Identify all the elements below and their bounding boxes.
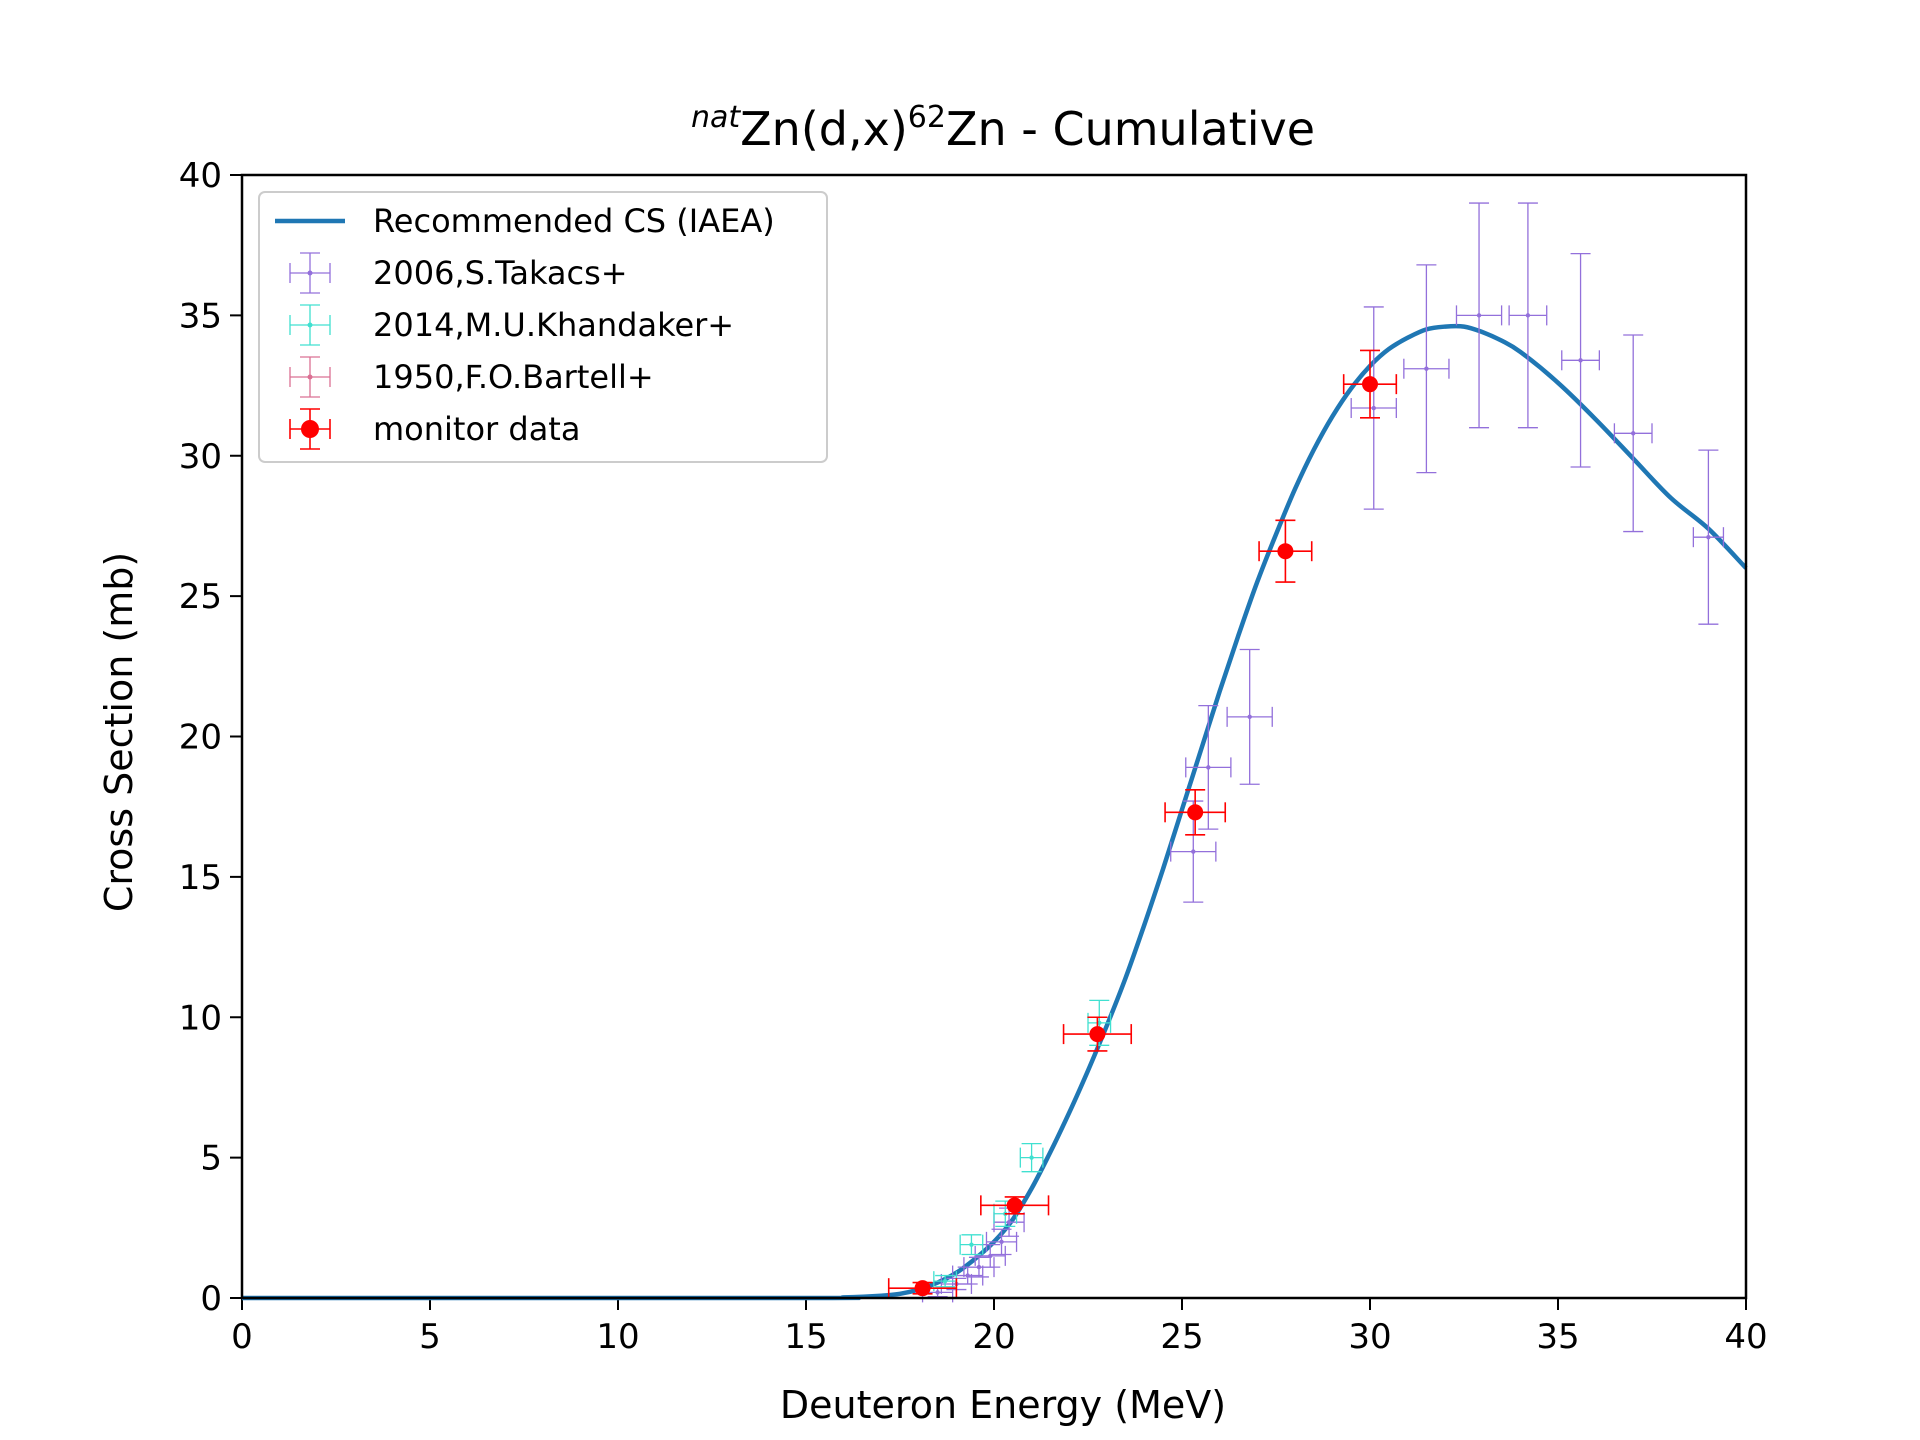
x-axis-label: Deuteron Energy (MeV) <box>780 1383 1226 1427</box>
takacs-point <box>1185 704 1232 830</box>
takacs-point-marker <box>1191 849 1196 854</box>
legend-swatch <box>289 304 331 346</box>
title-sup-mid: 62 <box>908 100 946 135</box>
chart-title: natZn(d,x)62Zn - Cumulative <box>691 100 1315 156</box>
x-tick-label: 10 <box>596 1317 639 1357</box>
monitor-point <box>1164 789 1227 836</box>
takacs-point-marker <box>988 1253 993 1259</box>
monitor-point <box>1062 1016 1133 1052</box>
x-tick-label: 35 <box>1536 1317 1579 1357</box>
takacs-point <box>1403 264 1450 474</box>
monitor-point <box>1258 519 1313 583</box>
khandaker-point <box>959 1234 984 1256</box>
legend-label-khandaker: 2014,M.U.Khandaker+ <box>373 306 734 344</box>
takacs-point-marker <box>1525 313 1531 318</box>
khandaker-point-marker <box>969 1242 974 1247</box>
khandaker-point-marker <box>942 1278 948 1284</box>
legend-label-takacs: 2006,S.Takacs+ <box>373 254 628 292</box>
x-tick-label: 15 <box>784 1317 827 1357</box>
takacs-point-marker <box>1424 366 1429 371</box>
legend-swatch <box>289 356 331 398</box>
takacs-point <box>1613 334 1653 533</box>
takacs-point <box>985 1228 1018 1256</box>
legend: Recommended CS (IAEA) 2006,S.Takacs+ 201… <box>258 191 828 463</box>
x-tick-label: 40 <box>1724 1317 1767 1357</box>
y-tick-label: 25 <box>179 577 222 617</box>
monitor-point-marker <box>1277 543 1294 560</box>
monitor-point-marker <box>1089 1026 1106 1043</box>
legend-swatch-marker <box>301 420 319 438</box>
y-tick-label: 0 <box>200 1279 222 1319</box>
takacs-point-marker <box>935 1290 940 1295</box>
x-tick-label: 5 <box>419 1317 441 1357</box>
title-sup-left: nat <box>691 100 741 135</box>
y-tick-label: 35 <box>179 296 222 336</box>
monitor-point-marker <box>1362 376 1378 393</box>
takacs-point-marker <box>1631 431 1636 436</box>
y-tick-label: 20 <box>179 718 222 758</box>
y-tick-label: 30 <box>179 437 222 477</box>
monitor-point-marker <box>1006 1197 1023 1214</box>
points-layer <box>887 202 1725 1303</box>
takacs-point-marker <box>1578 358 1583 363</box>
legend-box <box>258 191 828 463</box>
takacs-point <box>1350 306 1397 510</box>
y-tick-label: 5 <box>200 1139 222 1179</box>
monitor-point <box>887 1278 958 1299</box>
legend-swatches <box>275 218 345 450</box>
x-tick-label: 25 <box>1160 1317 1203 1357</box>
legend-label-bartell: 1950,F.O.Bartell+ <box>373 358 654 396</box>
plot-frame <box>240 173 1748 1300</box>
khandaker-point-marker <box>1029 1155 1034 1160</box>
monitor-point-marker <box>914 1280 931 1297</box>
khandaker-point <box>1019 1142 1044 1173</box>
takacs-point-marker <box>1006 1219 1012 1225</box>
x-tick-label: 0 <box>231 1317 253 1357</box>
title-main-b: Zn - Cumulative <box>946 102 1315 156</box>
legend-label-curve: Recommended CS (IAEA) <box>373 202 775 240</box>
takacs-point-marker <box>976 1264 982 1270</box>
monitor-point-marker <box>1187 804 1204 821</box>
y-tick-label: 40 <box>179 156 222 196</box>
legend-swatch <box>289 408 331 450</box>
takacs-point <box>1226 648 1273 785</box>
legend-swatch <box>289 252 331 294</box>
takacs-point <box>1692 449 1725 625</box>
legend-swatch-marker <box>307 270 313 276</box>
takacs-point <box>1455 202 1503 429</box>
y-tick-label: 15 <box>179 858 222 898</box>
takacs-point <box>1508 202 1548 429</box>
monitor-point <box>980 1195 1050 1216</box>
takacs-point <box>1561 252 1601 468</box>
monitor-point <box>1342 349 1398 419</box>
takacs-point-marker <box>1706 534 1711 540</box>
legend-label-monitor: monitor data <box>373 410 580 448</box>
legend-swatch-marker <box>307 322 313 328</box>
takacs-point-marker <box>1371 405 1376 411</box>
takacs-point-marker <box>1247 714 1252 720</box>
takacs-point-marker <box>1476 313 1482 318</box>
takacs-point-marker <box>1206 765 1211 770</box>
takacs-point-marker <box>999 1239 1004 1245</box>
takacs-point-marker <box>965 1273 970 1278</box>
ticks-group: 0 5 10 15 20 25 30 35 40 0 5 10 15 20 25 30 35 40 <box>179 156 1768 1357</box>
y-tick-label: 10 <box>179 998 222 1038</box>
title-main-a: Zn(d,x) <box>740 102 908 156</box>
x-tick-label: 30 <box>1348 1317 1391 1357</box>
y-axis-label: Cross Section (mb) <box>97 552 141 912</box>
takacs-point <box>974 1244 1006 1268</box>
x-tick-label: 20 <box>972 1317 1015 1357</box>
legend-swatch-marker <box>307 374 313 380</box>
